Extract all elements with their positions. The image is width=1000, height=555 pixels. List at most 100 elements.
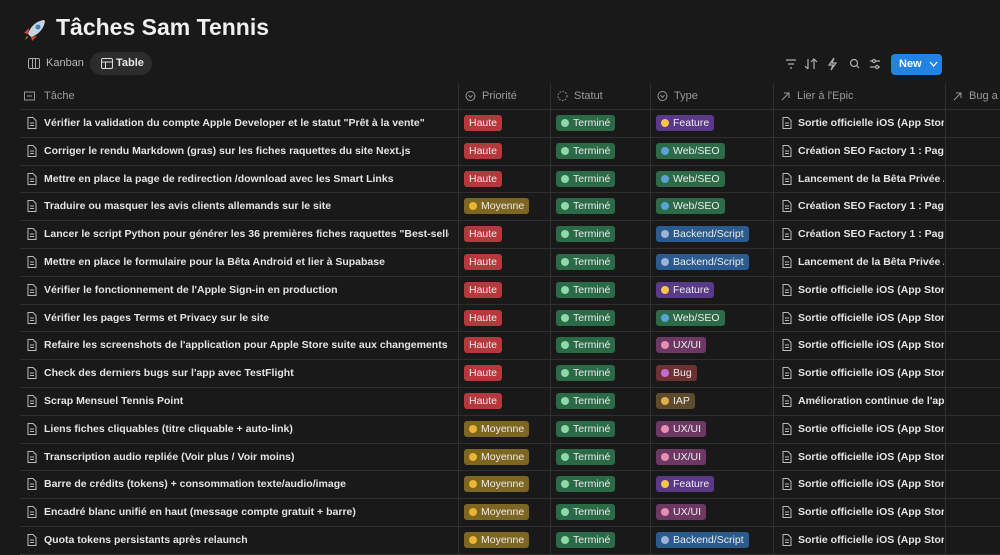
tag-icon: [469, 480, 477, 489]
tag-cell: Terminé: [556, 387, 648, 415]
epic-link[interactable]: Sortie officielle iOS (App Store): [798, 367, 944, 380]
tag-label: Web/SEO: [673, 172, 720, 185]
task-title[interactable]: Quota tokens persistants après relaunch: [44, 534, 248, 546]
task-title[interactable]: Barre de crédits (tokens) + consommation…: [44, 478, 346, 491]
task-title[interactable]: Lancer le script Python pour générer les…: [44, 228, 449, 241]
epic-link[interactable]: Lancement de la Bêta Privée An: [798, 172, 944, 185]
tag-cell: Moyenne: [464, 192, 548, 220]
tag-cell: UX/UI: [656, 415, 771, 443]
epic-link[interactable]: Sortie officielle iOS (App Store): [798, 117, 944, 129]
tag: Haute: [464, 142, 503, 159]
task-title[interactable]: Corriger le rendu Markdown (gras) sur le…: [44, 144, 411, 157]
epic-link[interactable]: Amélioration continue de l'app: [798, 395, 944, 407]
tag-cell: Backend/Script: [656, 248, 771, 276]
epic-link[interactable]: Lancement de la Bêta Privée An: [798, 256, 944, 268]
tag-cell: Terminé: [556, 359, 648, 387]
tag-label: IAP: [673, 395, 690, 408]
view-tab[interactable]: Kanban: [46, 57, 84, 69]
tag-icon: [469, 536, 477, 545]
tag-label: Haute: [469, 144, 498, 157]
task-title[interactable]: Scrap Mensuel Tennis Point: [44, 395, 184, 407]
column-divider: [550, 83, 551, 555]
row-divider: [20, 136, 1000, 138]
column-header[interactable]: Statut: [574, 90, 603, 102]
tag-label: UX/UI: [673, 506, 702, 519]
epic-link[interactable]: Création SEO Factory 1 : Pages: [798, 200, 944, 213]
row-divider: [20, 331, 1000, 333]
tag: Terminé: [556, 504, 616, 521]
page-icon: [27, 311, 37, 324]
task-title[interactable]: Vérifier les pages Terms et Privacy sur …: [44, 311, 270, 324]
new-dropdown-icon[interactable]: [929, 61, 938, 68]
tag-icon: [561, 397, 569, 406]
tag-cell: Moyenne: [464, 415, 548, 443]
tag-cell: Haute: [464, 387, 548, 415]
column-header[interactable]: Lier à l'Epic: [797, 90, 854, 102]
tag: Terminé: [556, 142, 616, 159]
epic-link[interactable]: Sortie officielle iOS (App Store): [798, 311, 944, 324]
epic-link[interactable]: Sortie officielle iOS (App Store): [798, 339, 944, 352]
tag: Moyenne: [464, 532, 530, 549]
tag-label: Haute: [469, 367, 498, 380]
page-icon: [27, 144, 37, 157]
tag-cell: Web/SEO: [656, 165, 771, 193]
new-button[interactable]: New: [891, 54, 942, 75]
tag-label: Terminé: [573, 478, 611, 491]
tag: Terminé: [556, 476, 616, 493]
task-title[interactable]: Check des derniers bugs sur l'app avec T…: [44, 367, 294, 380]
column-header[interactable]: Tâche: [44, 90, 75, 102]
epic-link[interactable]: Sortie officielle iOS (App Store): [798, 422, 944, 435]
task-title[interactable]: Traduire ou masquer les avis clients all…: [44, 200, 332, 213]
tag-label: Moyenne: [481, 200, 525, 213]
tag-cell: Feature: [656, 276, 771, 304]
task-title[interactable]: Transcription audio repliée (Voir plus /…: [44, 450, 295, 463]
column-header[interactable]: Type: [674, 90, 698, 102]
task-title[interactable]: Refaire les screenshots de l'application…: [44, 339, 448, 352]
epic-link[interactable]: Sortie officielle iOS (App Store): [798, 534, 944, 546]
tag: UX/UI: [656, 337, 707, 354]
tag-label: Backend/Script: [673, 256, 744, 269]
page-icon: [27, 422, 37, 435]
row-divider: [20, 359, 1000, 361]
tag-label: Terminé: [573, 422, 611, 435]
tag-icon: [469, 424, 477, 433]
column-header[interactable]: Priorité: [482, 90, 517, 102]
tag-label: Terminé: [573, 256, 611, 269]
page-icon: [782, 117, 792, 129]
tag-icon: [661, 341, 669, 350]
epic-link[interactable]: Sortie officielle iOS (App Store): [798, 506, 944, 519]
epic-link[interactable]: Sortie officielle iOS (App Store): [798, 478, 944, 491]
task-title[interactable]: Mettre en place la page de redirection /…: [44, 172, 394, 185]
tag: UX/UI: [656, 420, 707, 437]
tag-cell: Terminé: [556, 248, 648, 276]
task-title[interactable]: Vérifier la validation du compte Apple D…: [44, 117, 425, 129]
task-title[interactable]: Encadré blanc unifié en haut (message co…: [44, 506, 356, 519]
column-icon: [657, 91, 668, 101]
epic-link[interactable]: Sortie officielle iOS (App Store): [798, 283, 944, 296]
task-title[interactable]: Mettre en place le formulaire pour la Bê…: [44, 256, 385, 268]
tag-label: Haute: [469, 395, 498, 408]
epic-link[interactable]: Création SEO Factory 1 : Pages: [798, 144, 944, 157]
task-title[interactable]: Vérifier le fonctionnement de l'Apple Si…: [44, 283, 338, 296]
tag-label: Terminé: [573, 506, 611, 519]
column-header[interactable]: Bug as: [969, 90, 998, 102]
task-title[interactable]: Liens fiches cliquables (titre cliquable…: [44, 422, 293, 435]
tag: Backend/Script: [656, 226, 749, 243]
tag-cell: Web/SEO: [656, 304, 771, 332]
tag-label: Terminé: [573, 144, 611, 157]
tag-cell: Terminé: [556, 276, 648, 304]
tag: Terminé: [556, 198, 616, 215]
tag-label: Terminé: [573, 117, 611, 130]
epic-link[interactable]: Sortie officielle iOS (App Store): [798, 450, 944, 463]
tag: Terminé: [556, 170, 616, 187]
tag-cell: Haute: [464, 109, 548, 137]
tag-label: Terminé: [573, 367, 611, 380]
epic-link[interactable]: Création SEO Factory 1 : Pages: [798, 228, 944, 241]
tag-icon: [561, 480, 569, 489]
tag-icon: [661, 202, 669, 211]
column-icon: [24, 91, 35, 101]
tag-label: Haute: [469, 228, 498, 241]
row-divider: [20, 164, 1000, 166]
view-tab-active[interactable]: Table: [90, 52, 152, 75]
toolbar-icons[interactable]: [784, 57, 884, 71]
